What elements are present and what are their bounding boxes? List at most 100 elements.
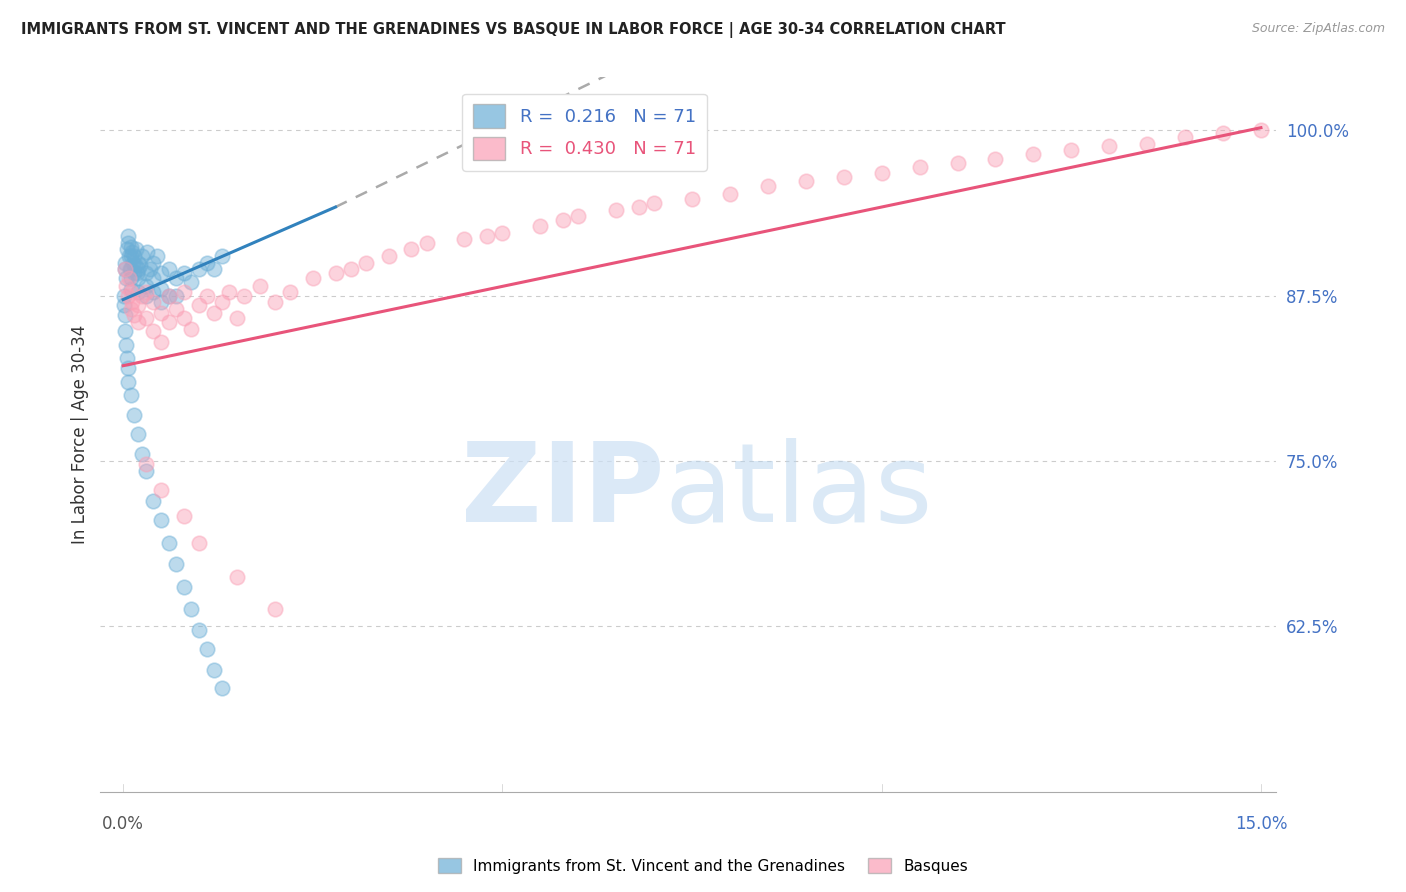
Point bbox=[124, 249, 146, 263]
Point bbox=[180, 321, 202, 335]
Text: atlas: atlas bbox=[665, 438, 934, 545]
Point bbox=[263, 602, 285, 616]
Point bbox=[188, 262, 211, 277]
Point bbox=[1098, 139, 1121, 153]
Point bbox=[195, 288, 218, 302]
Point bbox=[188, 536, 211, 550]
Point bbox=[114, 324, 136, 338]
Point bbox=[136, 244, 159, 259]
Point bbox=[301, 271, 323, 285]
Point bbox=[142, 255, 165, 269]
Point bbox=[118, 249, 141, 263]
Point bbox=[135, 288, 157, 302]
Point bbox=[1022, 147, 1045, 161]
Point bbox=[124, 309, 146, 323]
Point bbox=[681, 192, 703, 206]
Text: 0.0%: 0.0% bbox=[103, 815, 143, 833]
Point bbox=[118, 271, 141, 285]
Point bbox=[157, 536, 180, 550]
Point bbox=[718, 186, 741, 201]
Point bbox=[120, 240, 142, 254]
Point bbox=[127, 262, 149, 277]
Point bbox=[120, 271, 142, 285]
Point bbox=[117, 235, 139, 250]
Point bbox=[122, 266, 145, 280]
Point bbox=[1060, 143, 1083, 157]
Point bbox=[117, 361, 139, 376]
Point bbox=[120, 249, 142, 263]
Point bbox=[142, 285, 165, 299]
Point bbox=[125, 243, 148, 257]
Point bbox=[165, 301, 187, 316]
Point bbox=[117, 375, 139, 389]
Point bbox=[794, 173, 817, 187]
Point bbox=[165, 557, 187, 571]
Point bbox=[173, 509, 195, 524]
Point bbox=[135, 457, 157, 471]
Text: ZIP: ZIP bbox=[461, 438, 665, 545]
Y-axis label: In Labor Force | Age 30-34: In Labor Force | Age 30-34 bbox=[72, 325, 89, 544]
Point bbox=[150, 282, 173, 296]
Point bbox=[173, 311, 195, 326]
Point bbox=[643, 196, 665, 211]
Point bbox=[202, 306, 225, 320]
Point bbox=[150, 334, 173, 349]
Point bbox=[908, 161, 931, 175]
Point bbox=[202, 663, 225, 677]
Point bbox=[114, 262, 136, 277]
Point bbox=[157, 288, 180, 302]
Point bbox=[339, 262, 361, 277]
Point bbox=[125, 266, 148, 280]
Point bbox=[142, 493, 165, 508]
Point bbox=[211, 295, 233, 310]
Point bbox=[135, 465, 157, 479]
Point bbox=[115, 279, 138, 293]
Point bbox=[115, 351, 138, 365]
Point bbox=[121, 244, 143, 259]
Point bbox=[870, 166, 893, 180]
Point bbox=[131, 447, 153, 461]
Point bbox=[225, 570, 247, 584]
Point bbox=[551, 213, 574, 227]
Point bbox=[491, 227, 513, 241]
Point bbox=[115, 243, 138, 257]
Point bbox=[984, 153, 1007, 167]
Point bbox=[150, 513, 173, 527]
Point bbox=[146, 249, 169, 263]
Point bbox=[114, 262, 136, 277]
Point bbox=[1250, 123, 1272, 137]
Point bbox=[263, 295, 285, 310]
Point bbox=[195, 255, 218, 269]
Point bbox=[249, 279, 271, 293]
Point bbox=[117, 229, 139, 244]
Text: IMMIGRANTS FROM ST. VINCENT AND THE GRENADINES VS BASQUE IN LABOR FORCE | AGE 30: IMMIGRANTS FROM ST. VINCENT AND THE GREN… bbox=[21, 22, 1005, 38]
Point bbox=[233, 288, 256, 302]
Point bbox=[127, 427, 149, 442]
Text: Source: ZipAtlas.com: Source: ZipAtlas.com bbox=[1251, 22, 1385, 36]
Point bbox=[173, 580, 195, 594]
Point bbox=[188, 298, 211, 312]
Point bbox=[157, 262, 180, 277]
Point bbox=[165, 271, 187, 285]
Point bbox=[453, 232, 475, 246]
Point bbox=[567, 209, 589, 223]
Point bbox=[150, 266, 173, 280]
Point bbox=[142, 271, 165, 285]
Point bbox=[173, 266, 195, 280]
Legend: R =  0.216   N = 71, R =  0.430   N = 71: R = 0.216 N = 71, R = 0.430 N = 71 bbox=[463, 94, 707, 170]
Point bbox=[946, 156, 969, 170]
Point bbox=[120, 301, 142, 316]
Point bbox=[131, 288, 153, 302]
Point bbox=[117, 288, 139, 302]
Point bbox=[1212, 126, 1234, 140]
Point bbox=[124, 258, 146, 272]
Point bbox=[142, 324, 165, 338]
Point bbox=[211, 681, 233, 696]
Point bbox=[278, 285, 301, 299]
Point bbox=[529, 219, 551, 233]
Point bbox=[142, 295, 165, 310]
Point bbox=[114, 255, 136, 269]
Point bbox=[1174, 130, 1197, 145]
Point bbox=[180, 276, 202, 290]
Point bbox=[832, 169, 855, 184]
